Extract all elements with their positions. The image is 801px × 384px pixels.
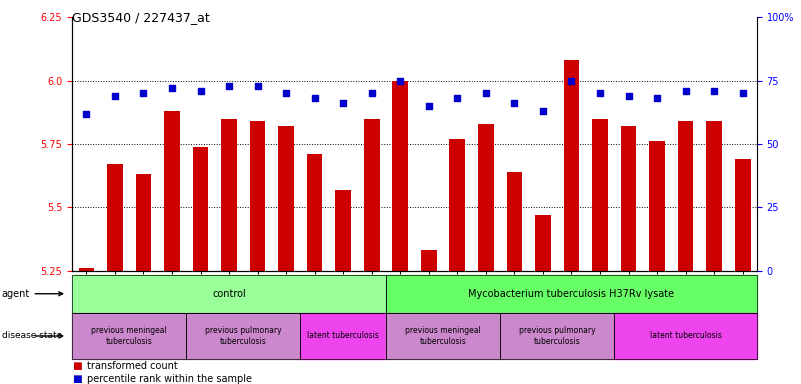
Point: [422, 103, 435, 109]
Bar: [364, 119, 380, 271]
Bar: [193, 147, 208, 271]
Bar: [421, 250, 437, 271]
Point: [451, 95, 464, 101]
Text: previous meningeal
tuberculosis: previous meningeal tuberculosis: [91, 326, 167, 346]
Bar: [392, 81, 408, 271]
Bar: [506, 172, 522, 271]
Text: agent: agent: [2, 289, 30, 299]
Point: [622, 93, 635, 99]
Point: [736, 90, 749, 96]
Bar: [706, 121, 722, 271]
Point: [223, 83, 235, 89]
Bar: [107, 164, 123, 271]
Bar: [621, 126, 636, 271]
Point: [594, 90, 606, 96]
Point: [280, 90, 292, 96]
Point: [480, 90, 493, 96]
Point: [80, 111, 93, 117]
Point: [108, 93, 121, 99]
Text: previous pulmonary
tuberculosis: previous pulmonary tuberculosis: [205, 326, 282, 346]
Bar: [678, 121, 694, 271]
Point: [166, 85, 179, 91]
Text: previous pulmonary
tuberculosis: previous pulmonary tuberculosis: [519, 326, 595, 346]
Text: ■: ■: [72, 361, 82, 371]
Point: [252, 83, 264, 89]
Point: [336, 100, 349, 106]
Point: [565, 78, 578, 84]
Text: GDS3540 / 227437_at: GDS3540 / 227437_at: [72, 12, 210, 25]
Point: [537, 108, 549, 114]
Point: [508, 100, 521, 106]
Bar: [650, 141, 665, 271]
Bar: [735, 159, 751, 271]
Point: [194, 88, 207, 94]
Text: latent tuberculosis: latent tuberculosis: [308, 331, 379, 341]
Point: [679, 88, 692, 94]
Text: Mycobacterium tuberculosis H37Rv lysate: Mycobacterium tuberculosis H37Rv lysate: [469, 289, 674, 299]
Bar: [278, 126, 294, 271]
Point: [137, 90, 150, 96]
Bar: [135, 174, 151, 271]
Bar: [592, 119, 608, 271]
Bar: [250, 121, 265, 271]
Point: [308, 95, 321, 101]
Point: [708, 88, 721, 94]
Text: latent tuberculosis: latent tuberculosis: [650, 331, 722, 341]
Text: percentile rank within the sample: percentile rank within the sample: [87, 374, 252, 384]
Bar: [478, 124, 493, 271]
Bar: [449, 139, 465, 271]
Text: disease state: disease state: [2, 331, 62, 341]
Text: previous meningeal
tuberculosis: previous meningeal tuberculosis: [405, 326, 481, 346]
Text: control: control: [212, 289, 246, 299]
Point: [365, 90, 378, 96]
Text: ■: ■: [72, 374, 82, 384]
Bar: [564, 60, 579, 271]
Bar: [221, 119, 237, 271]
Bar: [535, 215, 551, 271]
Text: transformed count: transformed count: [87, 361, 177, 371]
Point: [650, 95, 663, 101]
Bar: [336, 190, 351, 271]
Point: [394, 78, 407, 84]
Bar: [164, 111, 179, 271]
Bar: [78, 268, 95, 271]
Bar: [307, 154, 323, 271]
